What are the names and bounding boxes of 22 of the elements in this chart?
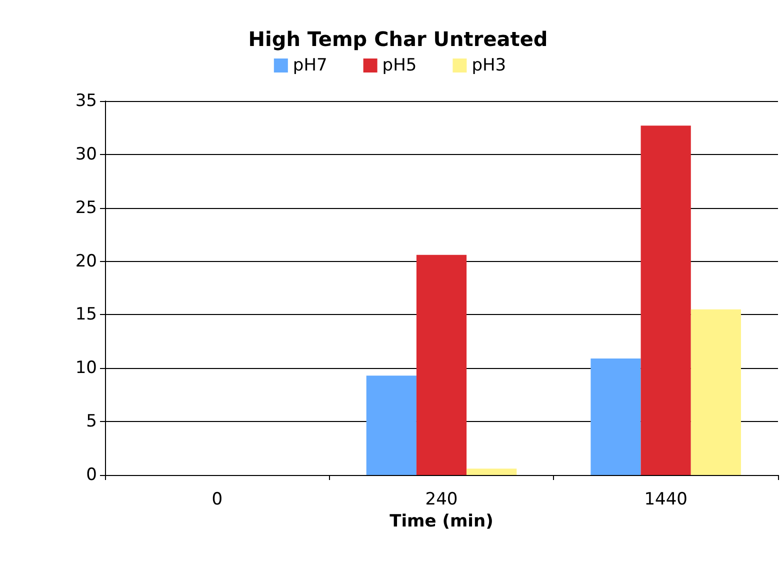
x-axis-title: Time (min) (390, 512, 494, 532)
x-tick-label: 1440 (644, 490, 688, 510)
y-tick-label: 10 (75, 358, 97, 378)
chart-title: High Temp Char Untreated (248, 27, 548, 51)
legend-label: pH3 (472, 56, 506, 76)
legend-label: pH5 (382, 56, 417, 76)
y-tick-label: 25 (75, 198, 97, 218)
y-tick-label: 5 (86, 412, 97, 432)
y-tick-label: 20 (75, 251, 97, 272)
bar (690, 309, 741, 475)
bar (416, 254, 467, 475)
y-tick-label: 30 (75, 144, 97, 164)
x-tick-label: 240 (425, 490, 458, 510)
x-tick-label: 0 (212, 490, 223, 510)
y-tick-label: 15 (75, 304, 97, 325)
bar (366, 376, 416, 475)
y-tick-label: 0 (86, 465, 97, 485)
bar (590, 358, 641, 475)
bar (640, 126, 691, 475)
legend-label: pH7 (292, 56, 328, 76)
bar (466, 468, 517, 475)
y-tick-label: 35 (75, 91, 97, 111)
